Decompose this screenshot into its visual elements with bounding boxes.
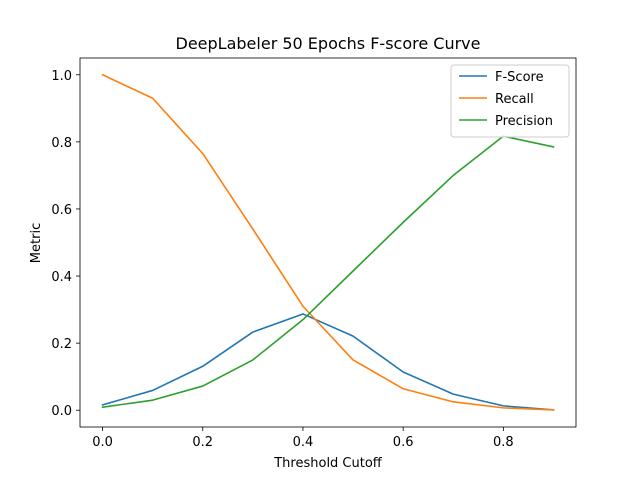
chart-title: DeepLabeler 50 Epochs F-score Curve: [176, 34, 481, 53]
series-line-precision: [101, 135, 555, 409]
series-line-recall: [101, 73, 555, 411]
plot-area: 0.0 0.2 0.4 0.6 0.8 0.0 0.2 0.4 0.6 0.8 1.0: [51, 57, 577, 450]
y-tick-label: 0.4: [51, 270, 72, 285]
legend-label-f-score: F-Score: [495, 70, 544, 85]
y-tick-label: 1.0: [51, 69, 72, 84]
y-tick-label: 0.6: [51, 203, 72, 218]
y-tick-label: 0.0: [51, 404, 72, 419]
y-tick-label: 0.2: [51, 337, 72, 352]
legend-label-recall: Recall: [495, 92, 534, 107]
legend: F-Score Recall Precision: [450, 64, 570, 138]
y-axis-label: Metric: [29, 223, 44, 263]
x-tick-label: 0.6: [393, 435, 414, 450]
x-tick-label: 0.2: [192, 435, 213, 450]
x-axis-label: Threshold Cutoff: [273, 456, 383, 471]
x-tick-label: 0.8: [493, 435, 514, 450]
axes-frame: [79, 57, 577, 428]
legend-label-precision: Precision: [495, 114, 553, 129]
x-tick-label: 0.0: [92, 435, 113, 450]
y-tick-label: 0.8: [51, 136, 72, 151]
series-line-f-score: [101, 313, 555, 411]
legend-box: [450, 64, 570, 138]
x-tick-label: 0.4: [293, 435, 314, 450]
